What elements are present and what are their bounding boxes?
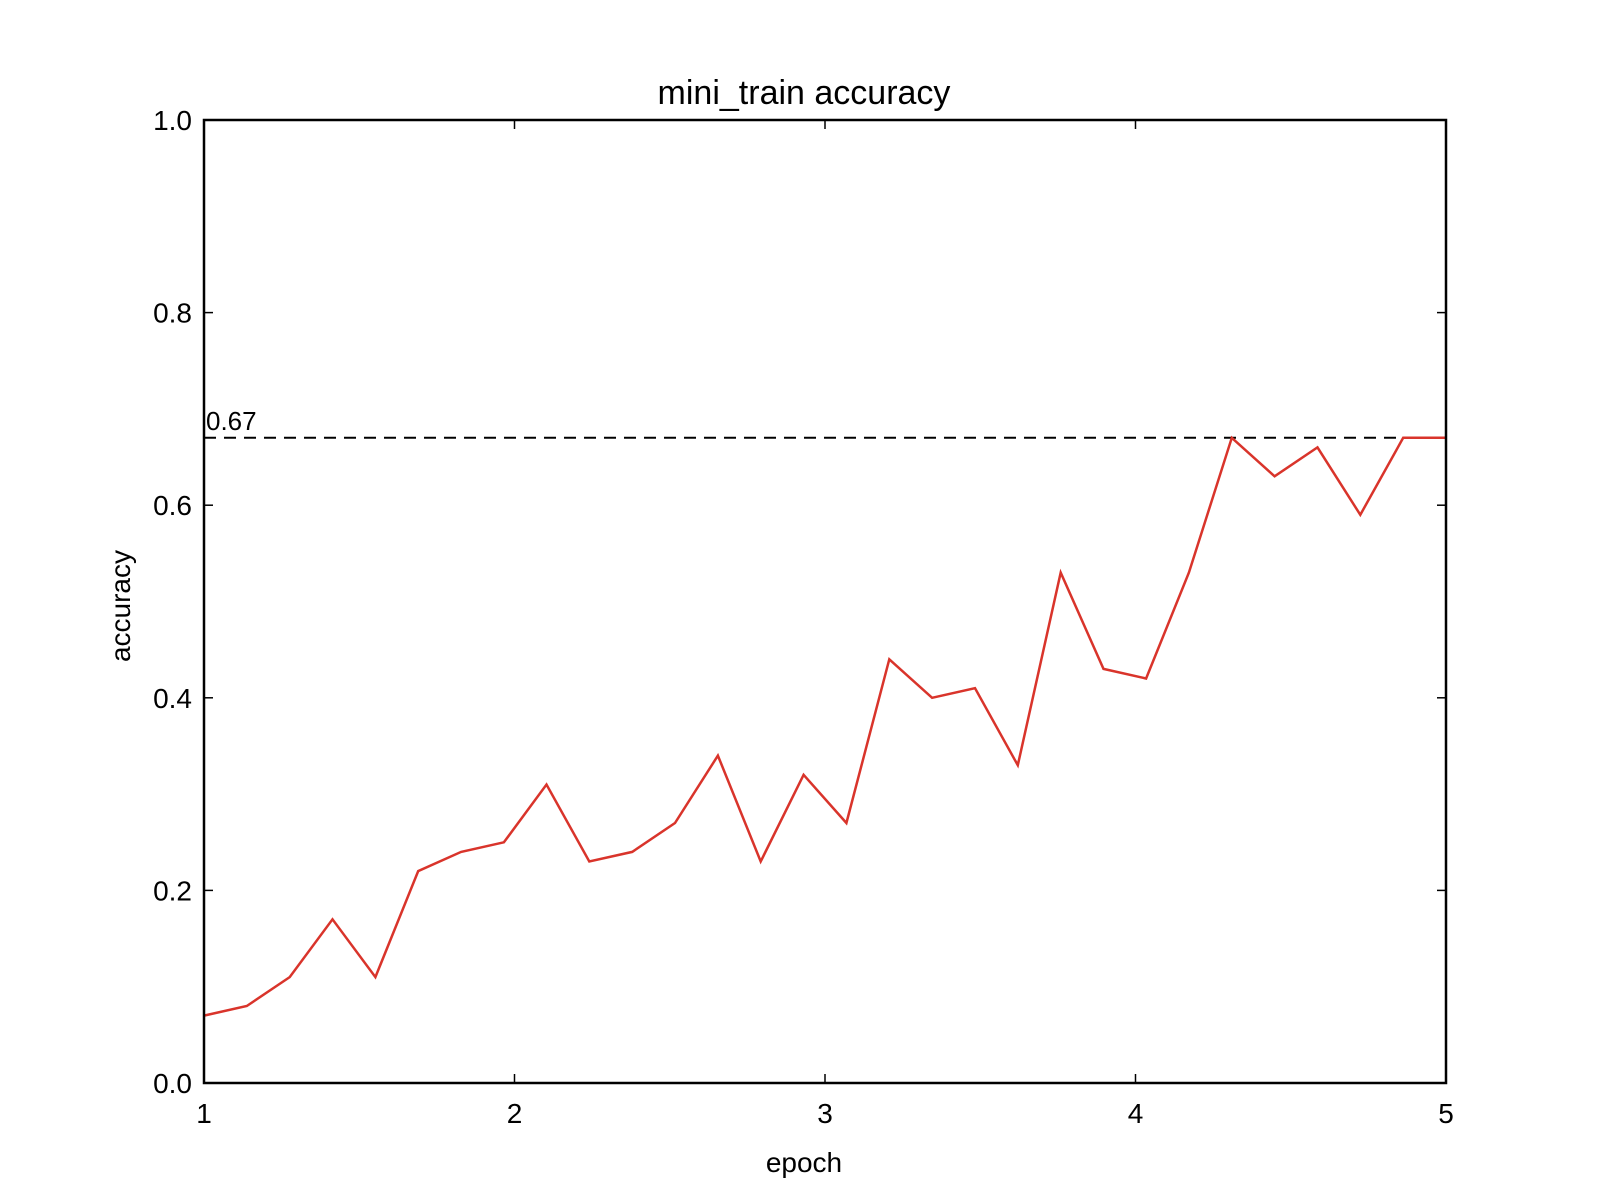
- data-point: [374, 976, 377, 978]
- data-point: [588, 860, 591, 863]
- data-point: [503, 841, 505, 844]
- data-point: [1359, 514, 1362, 516]
- x-tick-label: 5: [1438, 1098, 1454, 1129]
- x-tick-label: 4: [1128, 1098, 1144, 1129]
- data-point: [759, 860, 762, 863]
- chart-title: mini_train accuracy: [658, 74, 951, 112]
- plot-frame: [202, 118, 1448, 1085]
- data-point: [545, 783, 548, 786]
- x-tick-label: 2: [507, 1098, 523, 1129]
- data-point: [1230, 436, 1233, 439]
- x-tick-label: 1: [196, 1098, 212, 1129]
- x-tick-label: 3: [817, 1098, 833, 1129]
- data-point: [331, 918, 334, 921]
- data-point: [417, 870, 420, 872]
- data-point: [246, 1005, 248, 1007]
- y-tick-label: 0.8: [153, 298, 192, 329]
- data-point: [1273, 475, 1276, 478]
- data-point: [1188, 571, 1190, 574]
- data-point: [802, 774, 805, 776]
- data-point: [1145, 677, 1147, 680]
- reference-line-label: 0.67: [206, 406, 257, 436]
- y-tick-label: 0.0: [153, 1068, 192, 1099]
- data-point: [1017, 764, 1019, 767]
- data-point: [717, 754, 719, 757]
- y-tick-label: 0.6: [153, 490, 192, 521]
- data-point: [931, 697, 933, 699]
- data-point: [288, 976, 291, 978]
- data-point: [974, 687, 976, 689]
- data-point: [845, 822, 848, 824]
- data-point: [1402, 436, 1404, 439]
- reference-line-group: 0.67: [204, 406, 1446, 439]
- data-point: [1059, 571, 1062, 574]
- y-tick-label: 0.2: [153, 875, 192, 906]
- series-group: [203, 435, 1447, 1017]
- x-axis-label: epoch: [766, 1147, 842, 1178]
- data-point: [888, 658, 891, 661]
- accuracy-series-line: [203, 435, 1446, 1017]
- y-tick-label: 0.4: [153, 683, 192, 714]
- data-point: [1102, 668, 1105, 670]
- data-point: [460, 851, 462, 853]
- axis-ticks: 1 2 3 4 5 0.0 0.2 0.4 0.6 0.8 1.0: [153, 105, 1454, 1129]
- y-tick-label: 1.0: [153, 105, 192, 136]
- y-axis-label: accuracy: [105, 550, 136, 662]
- data-point: [631, 851, 633, 853]
- data-point: [674, 822, 676, 824]
- data-point: [1316, 446, 1319, 449]
